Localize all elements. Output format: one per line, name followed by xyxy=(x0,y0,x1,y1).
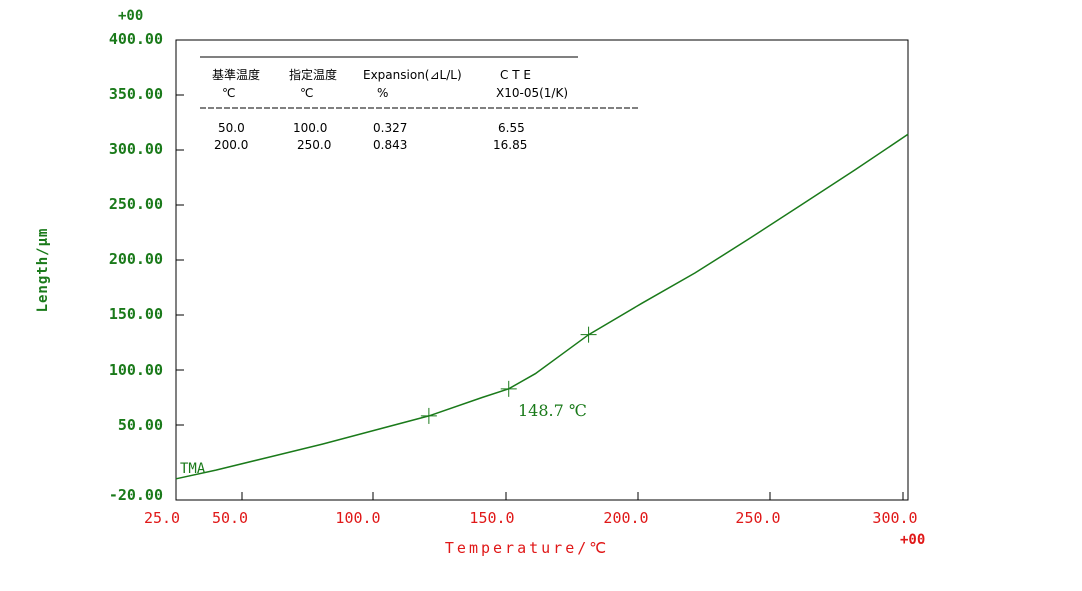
x-exponent: +00 xyxy=(900,532,925,548)
y-tick-label: -20.00 xyxy=(109,486,163,504)
y-tick-marks xyxy=(176,39,184,426)
x-tick-label: 200.0 xyxy=(603,509,648,527)
table-cell: 200.0 xyxy=(214,138,248,152)
x-axis-ticks: 25.0 50.0 100.0 150.0 200.0 250.0 300.0 xyxy=(144,509,918,527)
table-cell: 0.843 xyxy=(373,138,407,152)
x-tick-label: 25.0 xyxy=(144,509,180,527)
y-axis-ticks: 400.00 350.00 300.00 250.00 200.00 150.0… xyxy=(109,30,163,504)
x-tick-label: 100.0 xyxy=(335,509,380,527)
x-axis-title: Temperature/℃ xyxy=(445,539,609,557)
y-tick-label: 300.00 xyxy=(109,140,163,158)
annotation-label: 148.7 ℃ xyxy=(518,401,587,420)
analysis-marker xyxy=(420,407,437,424)
results-table: 基準温度 指定温度 Expansion(⊿L/L) C T E ℃ ℃ % X1… xyxy=(200,56,640,152)
y-tick-label: 150.00 xyxy=(109,305,163,323)
table-cell: 100.0 xyxy=(293,121,327,135)
table-header: C T E xyxy=(500,68,531,82)
table-header: Expansion(⊿L/L) xyxy=(363,68,462,82)
table-cell: 6.55 xyxy=(498,121,525,135)
y-tick-label: 50.00 xyxy=(118,416,163,434)
y-tick-label: 350.00 xyxy=(109,85,163,103)
x-tick-marks xyxy=(241,492,904,500)
table-header: 指定温度 xyxy=(289,67,337,82)
analysis-marker xyxy=(500,380,517,397)
table-unit: ℃ xyxy=(300,86,313,100)
table-header: 基準温度 xyxy=(212,67,260,82)
x-tick-label: 50.0 xyxy=(212,509,248,527)
y-tick-label: 250.00 xyxy=(109,195,163,213)
analysis-marker xyxy=(580,326,597,343)
y-axis-title: Length/μm xyxy=(35,228,51,313)
x-tick-label: 150.0 xyxy=(469,509,514,527)
y-exponent: +00 xyxy=(118,8,143,24)
y-tick-label: 100.00 xyxy=(109,361,163,379)
table-cell: 0.327 xyxy=(373,121,407,135)
table-cell: 250.0 xyxy=(297,138,331,152)
table-cell: 50.0 xyxy=(218,121,245,135)
table-unit: X10-05(1/K) xyxy=(496,86,568,100)
series-line-tma xyxy=(175,133,909,480)
plot-frame xyxy=(175,39,909,501)
table-unit: ℃ xyxy=(222,86,235,100)
series-label-tma: TMA xyxy=(180,461,206,477)
y-tick-label: 400.00 xyxy=(109,30,163,48)
x-tick-label: 300.0 xyxy=(872,509,917,527)
y-tick-label: 200.00 xyxy=(109,250,163,268)
x-tick-label: 250.0 xyxy=(735,509,780,527)
data-layer xyxy=(175,133,909,480)
table-unit: % xyxy=(377,86,388,100)
table-cell: 16.85 xyxy=(493,138,527,152)
